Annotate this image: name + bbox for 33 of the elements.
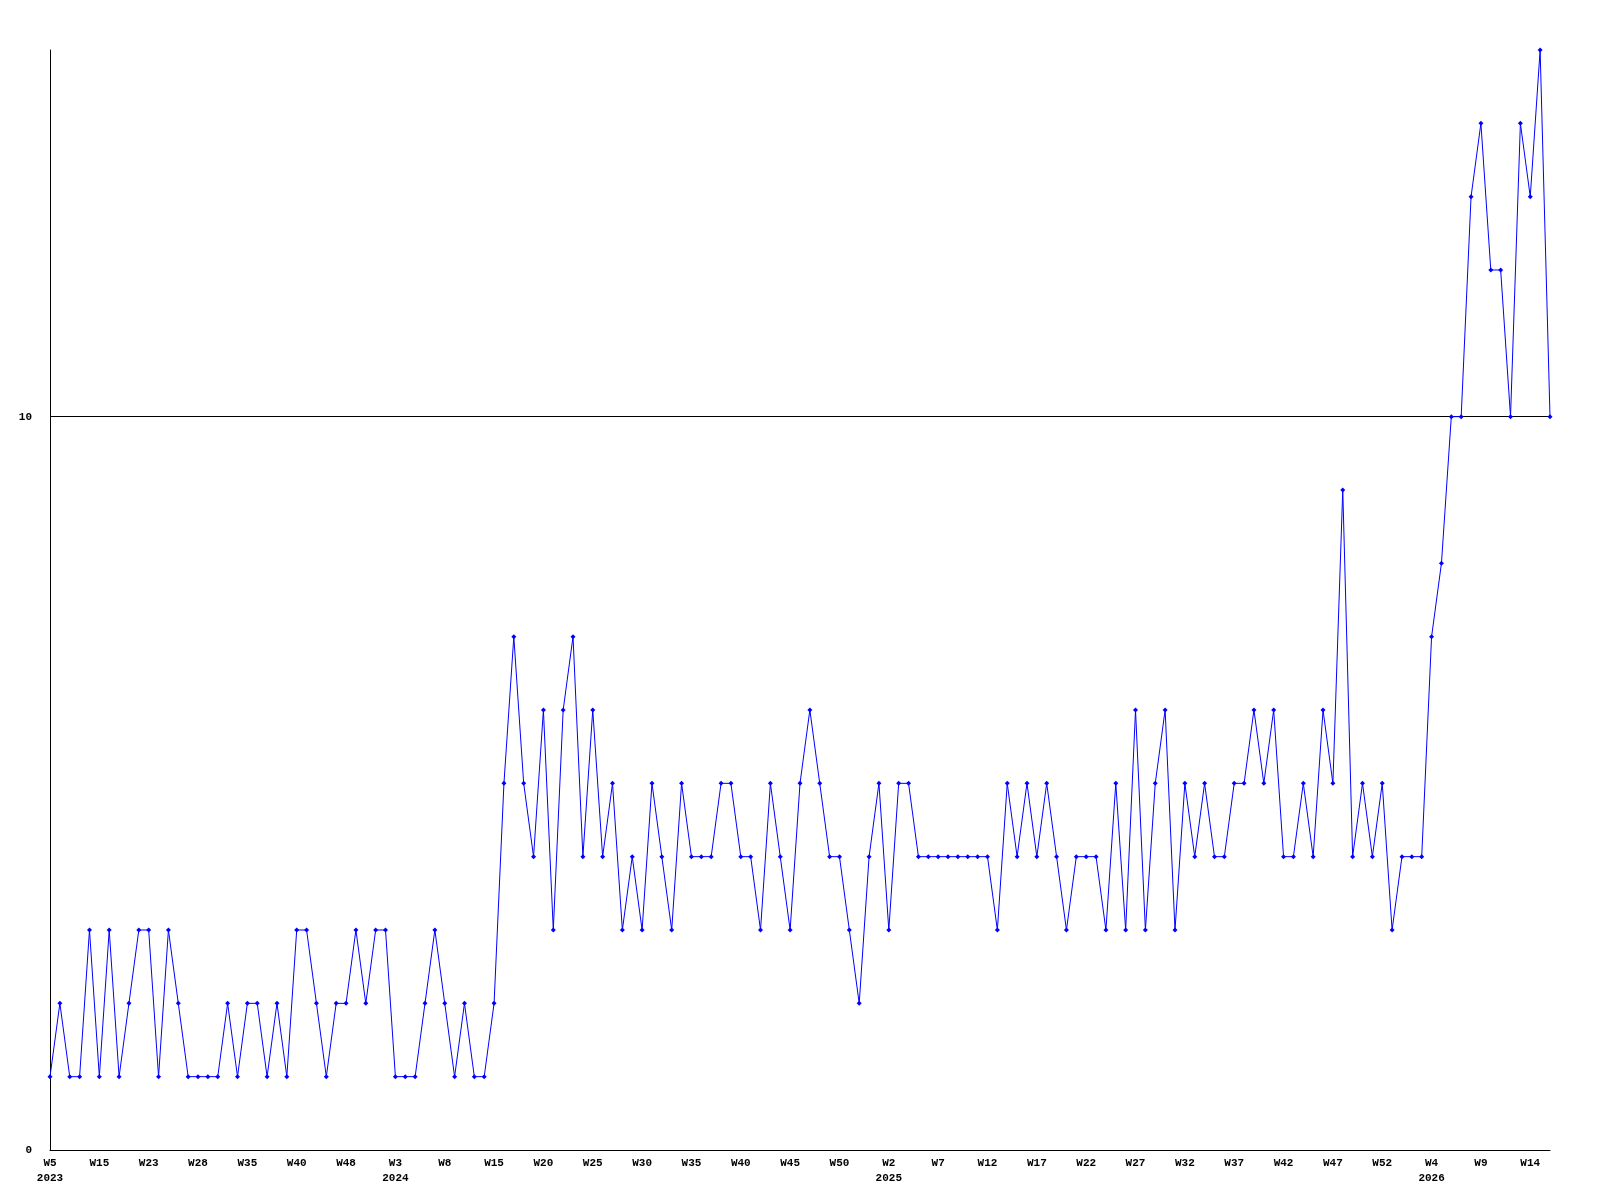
- x-tick-label: W40: [730, 1156, 751, 1169]
- x-tick-label: W9: [1474, 1156, 1488, 1169]
- x-tick-label: W14: [1520, 1156, 1541, 1169]
- y-tick-label: 10: [18, 410, 32, 423]
- x-tick-label: W35: [681, 1156, 702, 1169]
- x-tick-label: W48: [336, 1156, 357, 1169]
- x-tick-label: W2 2025: [875, 1156, 903, 1184]
- x-tick-label: W32: [1174, 1156, 1195, 1169]
- x-tick-label: W25: [582, 1156, 604, 1169]
- x-tick-label: W52: [1372, 1156, 1393, 1169]
- x-tick-label: W37: [1224, 1156, 1245, 1169]
- x-tick-label: W3 2024: [382, 1156, 409, 1184]
- x-tick-label: W4 2026: [1418, 1156, 1445, 1184]
- x-tick-label: W12: [977, 1156, 998, 1169]
- x-tick-label: W7: [931, 1156, 945, 1169]
- x-tick-label: W27: [1125, 1156, 1146, 1169]
- x-tick-label: W23: [138, 1156, 159, 1169]
- y-tick-label: 0: [25, 1144, 32, 1156]
- x-tick-label: W15: [484, 1156, 505, 1169]
- x-tick-label: W8: [438, 1156, 452, 1169]
- x-tick-label: W35: [237, 1156, 258, 1169]
- x-tick-label: W22: [1076, 1156, 1097, 1169]
- x-tick-label: W42: [1273, 1156, 1294, 1169]
- x-tick-label: W20: [533, 1156, 554, 1169]
- x-tick-label: W17: [1026, 1156, 1047, 1169]
- x-tick-label: W5 2023: [36, 1156, 64, 1184]
- x-tick-label: W15: [89, 1156, 110, 1169]
- x-tick-label: W45: [780, 1156, 801, 1169]
- x-tick-label: W40: [286, 1156, 307, 1169]
- x-tick-label: W28: [188, 1156, 209, 1169]
- x-tick-label: W50: [829, 1156, 850, 1169]
- x-tick-label: W30: [632, 1156, 653, 1169]
- x-tick-label: W47: [1322, 1156, 1343, 1169]
